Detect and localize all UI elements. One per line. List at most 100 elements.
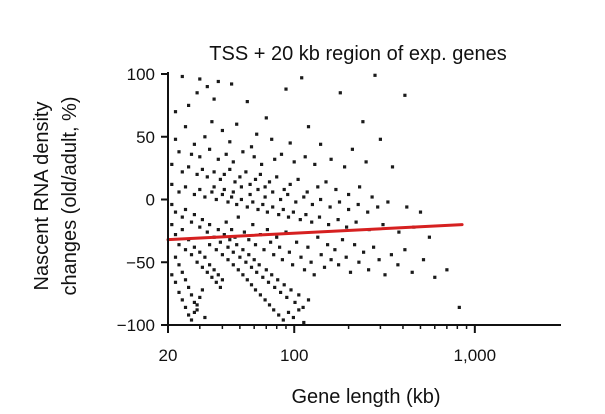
data-point (319, 253, 323, 257)
data-point (222, 172, 226, 176)
data-point (272, 308, 276, 312)
data-point (261, 275, 265, 279)
data-point (189, 152, 194, 156)
data-point (177, 243, 181, 247)
data-point (183, 278, 188, 282)
data-point (297, 308, 301, 312)
data-point (260, 162, 264, 166)
data-point (396, 263, 400, 267)
data-point (180, 270, 184, 274)
data-point (293, 300, 297, 304)
data-point (183, 207, 188, 212)
data-point (253, 243, 258, 247)
data-point (180, 74, 184, 79)
data-point (180, 215, 184, 219)
data-point (183, 305, 188, 309)
data-point (367, 268, 371, 272)
data-point (249, 283, 254, 287)
data-point (205, 85, 209, 89)
data-point (218, 285, 222, 289)
data-point (316, 235, 320, 239)
y-axis-title-line2: changes (old/adult, %) (59, 96, 81, 295)
data-point (410, 270, 414, 274)
data-point (270, 137, 274, 141)
data-point (180, 298, 184, 302)
data-point (200, 167, 204, 171)
data-point (281, 318, 285, 322)
data-point (298, 218, 302, 222)
data-point (177, 290, 181, 294)
data-point (239, 197, 243, 202)
data-point (187, 313, 191, 317)
data-point (203, 315, 207, 320)
data-point (203, 135, 207, 139)
y-tick-label: 50 (136, 128, 155, 147)
data-point (280, 258, 284, 262)
data-point (251, 223, 255, 227)
data-point (282, 187, 286, 192)
data-point (262, 248, 266, 252)
data-point (189, 253, 194, 257)
data-point (208, 147, 212, 151)
data-point (220, 192, 224, 197)
data-point (345, 225, 349, 229)
data-point (212, 170, 216, 174)
data-point (214, 197, 218, 202)
data-point (244, 260, 248, 264)
data-point (302, 195, 306, 199)
data-point (255, 270, 259, 274)
data-point (389, 253, 393, 257)
data-point (220, 253, 224, 257)
data-point (187, 165, 191, 169)
data-point (224, 152, 228, 156)
data-point (218, 240, 222, 244)
data-point (253, 177, 258, 181)
data-point (173, 110, 178, 114)
data-point (180, 228, 184, 232)
y-axis-title: Nascent RNA density changes (old/adult, … (31, 96, 81, 295)
data-point (192, 300, 196, 304)
data-point (183, 185, 188, 189)
data-point (214, 248, 218, 252)
data-point (187, 103, 191, 107)
data-point (291, 210, 295, 214)
data-point (241, 150, 245, 154)
data-point (266, 280, 271, 284)
data-point (291, 315, 295, 320)
data-point (282, 283, 286, 287)
data-point (230, 228, 234, 232)
data-point (337, 200, 342, 204)
data-point (377, 258, 381, 262)
data-point (258, 293, 262, 297)
data-point (242, 230, 246, 234)
data-point (200, 265, 204, 269)
data-point (324, 180, 328, 184)
data-point (310, 202, 314, 207)
data-point (214, 280, 218, 284)
data-point (271, 190, 275, 194)
data-point (263, 185, 267, 189)
data-point (203, 195, 207, 199)
data-point (249, 265, 254, 269)
data-point (236, 268, 240, 272)
data-point (272, 253, 276, 257)
data-point (216, 228, 220, 232)
data-point (327, 223, 331, 227)
data-point (261, 202, 265, 207)
data-point (195, 172, 199, 176)
data-point (212, 268, 216, 272)
data-point (231, 263, 235, 267)
data-point (348, 270, 353, 274)
data-point (317, 215, 322, 219)
data-point (170, 223, 174, 227)
data-point (343, 165, 347, 169)
data-point (333, 248, 337, 252)
data-point (284, 87, 288, 91)
y-tick-label: −50 (126, 253, 155, 272)
data-point (347, 192, 351, 197)
data-point (177, 190, 181, 194)
data-point (309, 260, 313, 264)
data-point (245, 100, 249, 104)
data-point (235, 202, 239, 207)
data-point (340, 238, 345, 242)
